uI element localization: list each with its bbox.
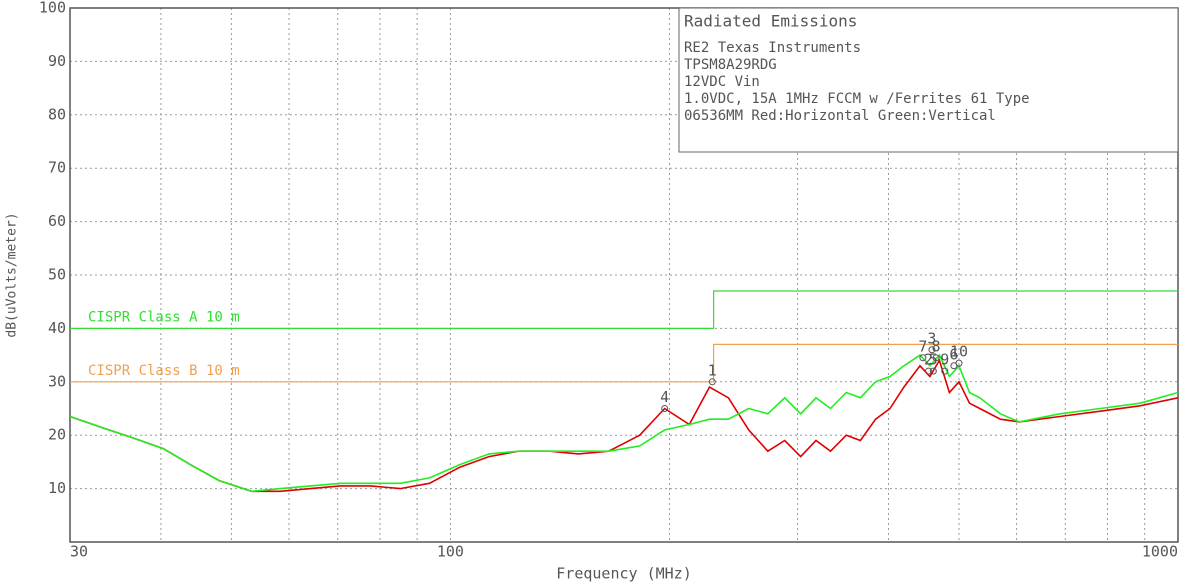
info-line: 12VDC Vin — [684, 74, 760, 90]
y-tick-label: 50 — [48, 266, 66, 284]
y-tick-label: 10 — [48, 479, 66, 497]
x-tick-label: 30 — [70, 543, 88, 561]
info-box — [678, 7, 1179, 153]
plot-frame — [69, 7, 1179, 543]
limit-label: CISPR Class A 10 m — [88, 309, 240, 325]
limit-label: CISPR Class B 10 m — [88, 363, 240, 379]
x-tick-label: 1000 — [1142, 543, 1178, 561]
marker-label: 10 — [950, 343, 968, 361]
marker — [661, 405, 669, 412]
marker-label: 7 — [918, 337, 927, 355]
marker-label: 3 — [927, 329, 936, 347]
marker — [708, 378, 716, 386]
marker — [955, 359, 963, 367]
trace — [69, 358, 1179, 493]
info-line: RE2 Texas Instruments — [684, 40, 861, 56]
y-tick-label: 70 — [48, 159, 66, 177]
info-line: TPSM8A29RDG — [684, 57, 777, 73]
marker — [924, 367, 932, 375]
y-tick-label: 40 — [48, 319, 66, 337]
marker-label: 5 — [929, 351, 938, 369]
x-tick-label: 100 — [437, 543, 464, 561]
x-axis-label: Frequency (MHz) — [556, 565, 691, 583]
marker-label: 9 — [940, 351, 949, 369]
marker — [941, 367, 949, 375]
limit-line — [70, 343, 1178, 383]
y-tick-label: 20 — [48, 426, 66, 444]
marker-label: 1 — [708, 361, 717, 379]
y-tick-label: 80 — [48, 105, 66, 123]
marker-label: 2 — [924, 351, 933, 369]
info-line: 06536MM Red:Horizontal Green:Vertical — [684, 108, 996, 124]
y-tick-label: 60 — [48, 212, 66, 230]
marker — [929, 367, 937, 375]
marker-label: 4 — [660, 388, 669, 406]
marker-label: 6 — [949, 345, 958, 363]
info-line: 1.0VDC, 15A 1MHz FCCM w /Ferrites 61 Typ… — [684, 91, 1030, 107]
trace — [69, 353, 1179, 493]
marker — [932, 354, 940, 362]
y-tick-label: 30 — [48, 372, 66, 390]
marker — [919, 354, 927, 362]
y-axis-label: dB(uVolts/meter) — [5, 212, 20, 337]
y-tick-label: 90 — [48, 52, 66, 70]
limit-line — [70, 290, 1178, 329]
info-title: Radiated Emissions — [684, 12, 857, 31]
y-tick-label: 100 — [39, 0, 66, 17]
marker-label: 8 — [932, 337, 941, 355]
marker — [928, 346, 936, 354]
